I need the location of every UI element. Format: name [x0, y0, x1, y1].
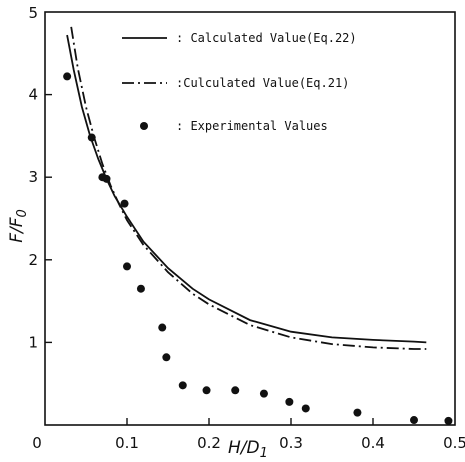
x-tick-label: 0.4 [361, 434, 385, 452]
x-axis-title-main: H/D [228, 438, 260, 458]
y-tick-label: 2 [28, 251, 38, 269]
experimental-point [136, 284, 145, 293]
x-tick-label: 0.1 [115, 434, 139, 452]
experimental-point [353, 408, 362, 417]
series-layer [63, 26, 453, 425]
experimental-point [444, 416, 453, 425]
y-axis-title: F/F0 [7, 209, 30, 243]
y-axis-title-subscript: 0 [15, 209, 30, 217]
experimental-point [259, 389, 268, 398]
experimental-point [158, 323, 167, 332]
experimental-point [202, 386, 211, 395]
x-tick-label: 0 [32, 434, 42, 452]
legend: : Calculated Value(Eq.22) :Culculated Val… [122, 31, 357, 133]
y-tick-label: 1 [28, 333, 38, 351]
experimental-point [285, 397, 294, 406]
y-tick-label: 4 [28, 86, 38, 104]
legend-entry-label: :Culculated Value(Eq.21) [176, 76, 349, 90]
x-axis-title-subscript: 1 [260, 446, 268, 461]
y-tick-label: 5 [28, 4, 38, 22]
experimental-point [231, 386, 240, 395]
experimental-point [301, 404, 310, 413]
y-axis-title-main: F/F [7, 217, 27, 243]
experimental-point [178, 381, 187, 390]
ticks [45, 93, 374, 425]
legend-point-marker [140, 122, 148, 130]
experimental-point [120, 199, 129, 208]
experimental-point [123, 262, 131, 271]
legend-entry-label: : Experimental Values [176, 119, 328, 133]
tick-labels: 0 0.1 0.2 0.3 0.4 0.5 1 2 3 4 5 [28, 4, 465, 452]
experimental-point [162, 353, 171, 362]
eq21-curve [70, 26, 427, 350]
experimental-point [87, 133, 96, 142]
x-tick-label: 0.3 [279, 434, 303, 452]
plot-frame [44, 11, 456, 426]
experimental-point [102, 174, 111, 183]
x-tick-label: 0.2 [197, 434, 221, 452]
eq22-curve [66, 34, 427, 344]
legend-entry-label: : Calculated Value(Eq.22) [176, 31, 357, 45]
y-tick-label: 3 [28, 168, 38, 186]
experimental-point [63, 72, 72, 81]
x-axis-title: H/D1 [228, 438, 268, 461]
experimental-point [410, 416, 418, 425]
x-tick-label: 0.5 [443, 434, 465, 452]
